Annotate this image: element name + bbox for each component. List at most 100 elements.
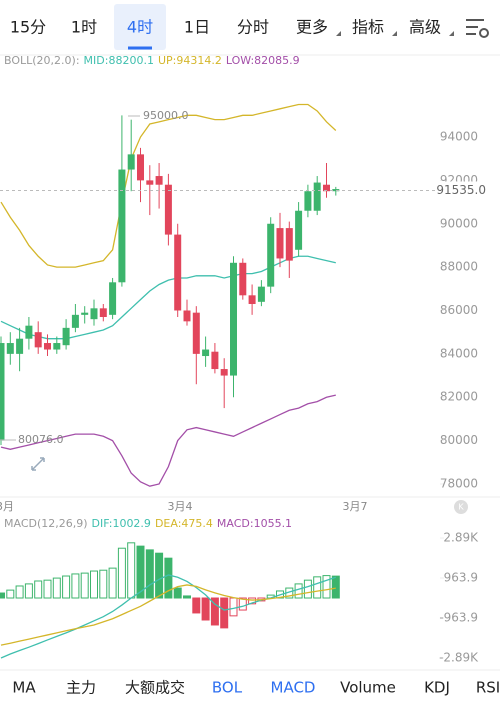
dropdown-marker <box>336 31 341 36</box>
legend-item: MID:88200.1 <box>84 54 154 67</box>
legend-item: UP:94314.2 <box>158 54 222 67</box>
indicator-tab[interactable]: BOL <box>212 679 243 697</box>
macd-bar <box>24 583 33 599</box>
candle-body <box>0 343 5 441</box>
candle-body <box>323 184 330 192</box>
current-price-label: 91535.0 <box>436 183 486 197</box>
tool-icon[interactable] <box>466 19 489 38</box>
legend-item: BOLL(20,2.0): <box>4 54 80 67</box>
candle-body <box>44 343 51 350</box>
macd-bar <box>201 597 210 621</box>
candle-body <box>295 210 303 250</box>
tab[interactable]: 高级 <box>409 18 441 37</box>
indicator-tab[interactable]: 大额成交 <box>125 679 185 697</box>
tab-highlight <box>114 4 166 50</box>
indicator-tab[interactable]: RSI <box>476 679 500 697</box>
candle-body <box>81 312 89 315</box>
candle-body <box>164 184 172 235</box>
y-tick-label: -963.9 <box>439 611 478 625</box>
macd-bar <box>313 576 322 599</box>
tab[interactable]: 4时 <box>127 18 153 37</box>
macd-bar <box>155 552 164 599</box>
tab[interactable]: 分时 <box>237 18 269 37</box>
macd-bar <box>43 579 52 599</box>
candle-body <box>257 286 265 302</box>
tab[interactable]: 1时 <box>71 18 97 37</box>
candle-body <box>62 327 70 346</box>
indicator-tab[interactable]: 主力 <box>66 679 96 697</box>
k-icon[interactable]: K <box>454 500 468 514</box>
legend-item: MACD(12,26,9) <box>4 517 88 530</box>
y-tick-label: 94000 <box>440 130 478 144</box>
candle-body <box>34 332 42 348</box>
macd-bar <box>303 579 312 599</box>
macd-bar <box>80 572 89 599</box>
candle-body <box>109 282 117 315</box>
candle-body <box>183 310 191 322</box>
candle-body <box>25 325 33 339</box>
candle-body <box>192 312 200 354</box>
tab[interactable]: 更多 <box>296 18 328 37</box>
candle-body <box>137 154 144 181</box>
expand-icon[interactable] <box>31 457 45 471</box>
macd-bar <box>52 577 61 599</box>
y-tick-label: 86000 <box>440 303 478 317</box>
legend-item: LOW:82085.9 <box>226 54 300 67</box>
macd-bar <box>34 580 43 599</box>
macd-bar <box>15 585 24 599</box>
macd-bar <box>62 575 71 599</box>
macd-bar <box>99 569 108 599</box>
macd-bar <box>145 549 154 599</box>
macd-bar <box>127 542 136 599</box>
current-price-box <box>437 181 491 200</box>
indicator-tab[interactable]: Volume <box>340 679 396 697</box>
y-tick-label: 88000 <box>440 260 478 274</box>
candle-body <box>313 182 321 211</box>
macd-bar <box>331 575 340 599</box>
indicator-line <box>0 255 336 340</box>
y-tick-label: 90000 <box>440 216 478 230</box>
indicator-line <box>0 574 337 659</box>
candle-body <box>276 228 284 259</box>
macd-bar <box>173 587 182 599</box>
macd-bar <box>136 545 145 599</box>
annotation: 80076.0 <box>18 433 64 446</box>
tab[interactable]: 指标 <box>352 18 384 37</box>
macd-bar <box>164 557 173 599</box>
candle-body <box>118 169 126 283</box>
y-tick-label: 84000 <box>440 346 478 360</box>
indicator-tab[interactable]: KDJ <box>424 679 450 697</box>
candle-body <box>53 343 61 350</box>
macd-bar <box>108 567 117 599</box>
candle-body <box>304 191 312 211</box>
tab[interactable]: 15分 <box>10 18 46 37</box>
y-tick-label: 80000 <box>440 433 478 447</box>
indicator-line <box>0 394 336 487</box>
legend-item: MACD:1055.1 <box>217 517 292 530</box>
candle-body <box>267 223 275 287</box>
y-tick-label: 2.89K <box>443 531 479 545</box>
candle-body <box>239 262 247 296</box>
dropdown-marker <box>449 31 454 36</box>
candle-body <box>155 176 163 185</box>
macd-bar <box>90 570 98 599</box>
candle-body <box>220 369 228 376</box>
legend-item: DIF:1002.9 <box>92 517 151 530</box>
y-tick-label: -2.89K <box>439 650 479 664</box>
candle-body <box>248 295 256 304</box>
candle-body <box>99 308 107 318</box>
macd-bar <box>238 597 247 611</box>
macd-bar <box>229 597 238 617</box>
legend-item: DEA:475.4 <box>155 517 213 530</box>
x-tick-label: 3月 <box>0 500 14 513</box>
indicator-tab[interactable]: MA <box>12 679 36 697</box>
candle-body <box>16 338 24 354</box>
tab[interactable]: 1日 <box>184 18 210 37</box>
indicator-line <box>0 584 336 646</box>
indicator-tab[interactable]: MACD <box>271 679 316 697</box>
svg-text:K: K <box>458 503 464 512</box>
candle-body <box>332 189 340 192</box>
y-tick-label: 78000 <box>440 476 478 490</box>
